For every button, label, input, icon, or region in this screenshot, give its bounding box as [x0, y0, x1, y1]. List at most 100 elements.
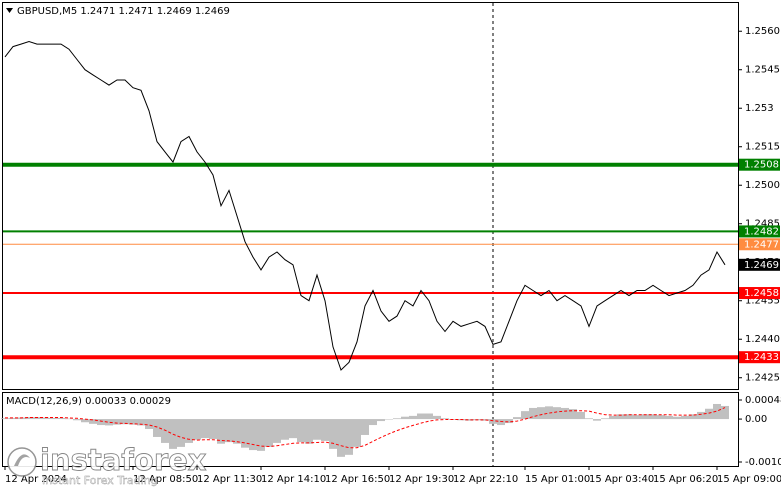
- histogram-bar: [321, 419, 329, 441]
- histogram-bar: [329, 419, 337, 449]
- histogram-bar: [65, 418, 73, 420]
- histogram-bar: [233, 419, 241, 444]
- histogram-bar: [385, 419, 393, 420]
- chart-title: GBPUSD,M5 1.2471 1.2471 1.2469 1.2469: [17, 6, 230, 17]
- x-tick-label: 15 Apr 03:40: [589, 474, 654, 485]
- plot-layer: 1.2560 1.2545 1.253 1.2515 1.2500 1.2485 1.247…: [1, 26, 781, 485]
- histogram-bar: [257, 419, 265, 451]
- histogram-bar: [617, 414, 625, 420]
- histogram-bar: [537, 407, 545, 420]
- histogram-bar: [673, 416, 681, 420]
- y-tick-label: 1.2485: [745, 219, 780, 230]
- histogram-bar: [681, 415, 689, 420]
- histogram-bar: [425, 413, 433, 420]
- histogram-bar: [145, 419, 153, 430]
- histogram-bar: [305, 419, 313, 444]
- watermark-brand: instaforex: [40, 443, 207, 477]
- histogram-bar: [1, 418, 9, 420]
- histogram-bar: [161, 419, 169, 443]
- level-label-box: [739, 158, 780, 171]
- x-tick-label: 12 Apr 2024: [5, 474, 67, 485]
- histogram-bar: [57, 417, 65, 420]
- histogram-bar: [585, 418, 593, 420]
- histogram-bar: [577, 411, 585, 420]
- histogram-bar: [465, 419, 473, 421]
- histogram-bar: [497, 419, 505, 426]
- histogram-bar: [377, 419, 385, 422]
- x-tick-label: 12 Apr 11:30: [197, 474, 262, 485]
- x-tick-label: 15 Apr 01:00: [525, 474, 590, 485]
- y-tick-label: 1.253: [745, 103, 774, 114]
- histogram-bar: [225, 419, 233, 443]
- level-label: 1.2458: [744, 288, 779, 299]
- x-tick-label: 12 Apr 22:10: [453, 474, 518, 485]
- y-tick-label: 0.00: [745, 414, 767, 425]
- y-tick-label: 1.2560: [745, 26, 780, 37]
- y-tick-label: 1.2515: [745, 142, 780, 153]
- x-tick-label: 12 Apr 14:10: [261, 474, 326, 485]
- histogram-bar: [513, 417, 521, 420]
- level-label-box: [739, 287, 780, 300]
- histogram-bar: [185, 419, 193, 443]
- watermark-tagline: Instant Forex Trading: [42, 474, 158, 487]
- macd-title: MACD(12,26,9) 0.00033 0.00029: [6, 396, 171, 407]
- histogram-bar: [593, 419, 601, 421]
- histogram-bar: [553, 407, 561, 420]
- histogram-bar: [569, 409, 577, 420]
- histogram-bar: [9, 417, 17, 420]
- logo-swirl: [14, 454, 30, 466]
- y-tick-label: 1.2440: [745, 334, 780, 345]
- histogram-bar: [721, 405, 729, 420]
- histogram-bar: [129, 419, 137, 425]
- histogram-bar: [273, 419, 281, 443]
- histogram-bar: [89, 419, 97, 424]
- histogram-bar: [209, 419, 217, 439]
- histogram-bar: [641, 414, 649, 420]
- logo: [7, 447, 37, 477]
- histogram-bar: [393, 418, 401, 420]
- histogram-bar: [97, 419, 105, 426]
- histogram-bar: [289, 419, 297, 439]
- histogram-bar: [529, 407, 537, 420]
- histogram-bar: [521, 411, 529, 420]
- histogram-bar: [609, 415, 617, 420]
- histogram-bar: [297, 419, 305, 443]
- last-price-box: [739, 258, 780, 271]
- histogram-bar: [649, 414, 657, 420]
- level-label: 1.2508: [744, 160, 779, 171]
- histogram-bar: [705, 408, 713, 420]
- histogram-bar: [153, 419, 161, 437]
- histogram-bar: [401, 416, 409, 420]
- histogram-bar: [177, 419, 185, 447]
- histogram-bar: [193, 419, 201, 440]
- histogram-bar: [489, 419, 497, 424]
- histogram-bar: [657, 415, 665, 420]
- histogram-bar: [545, 406, 553, 420]
- histogram-bar: [217, 419, 225, 444]
- histogram-bar: [417, 413, 425, 420]
- last-price-label: 1.2469: [744, 260, 779, 271]
- histogram-bar: [281, 419, 289, 440]
- price-line: [4, 40, 726, 371]
- x-tick-label: 12 Apr 16:50: [325, 474, 390, 485]
- histogram-bar: [241, 419, 249, 448]
- level-label-box: [739, 225, 780, 238]
- histogram-bar: [601, 418, 609, 420]
- level-label: 1.2482: [744, 226, 779, 237]
- level-label: 1.2433: [744, 352, 779, 363]
- histogram-bar: [81, 419, 89, 423]
- histogram-bar: [481, 419, 489, 421]
- x-tick-label: 15 Apr 09:00: [717, 474, 781, 485]
- y-tick-label: 1.2455: [745, 296, 780, 307]
- x-tick-label: 12 Apr 19:30: [389, 474, 454, 485]
- histogram-bar: [313, 419, 321, 440]
- histogram-bar: [113, 419, 121, 425]
- menu-triangle[interactable]: [6, 8, 13, 13]
- x-tick-label: 15 Apr 06:20: [653, 474, 718, 485]
- histogram-bar: [249, 419, 257, 451]
- price-pane: [2, 2, 739, 390]
- histogram-bar: [33, 417, 41, 420]
- histogram-bar: [41, 417, 49, 420]
